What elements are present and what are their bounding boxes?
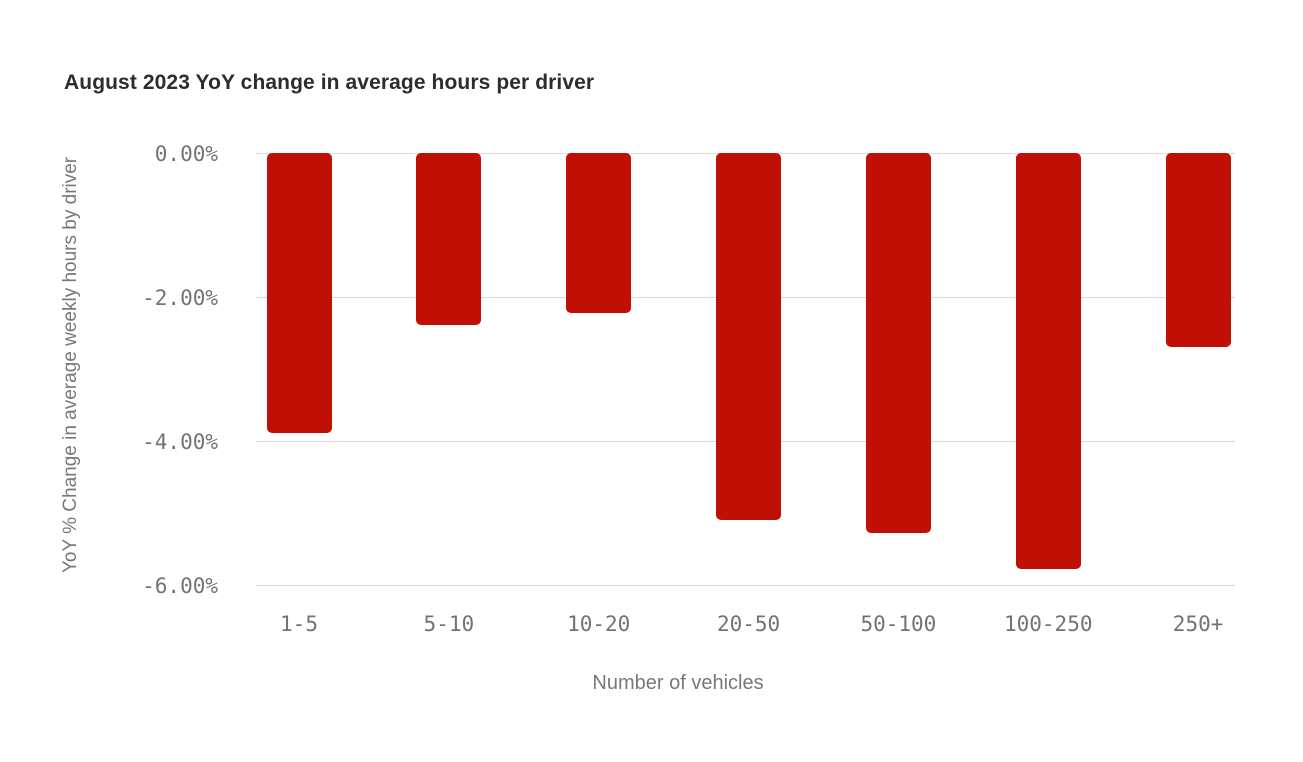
chart-title: August 2023 YoY change in average hours … <box>64 71 595 94</box>
x-axis-title: Number of vehicles <box>592 672 764 694</box>
bar-100-250 <box>1015 152 1081 570</box>
x-axis-tick-label: 100-250 <box>1003 612 1093 636</box>
bar-10-20 <box>566 152 632 314</box>
bar-20-50 <box>716 152 782 520</box>
y-axis-tick-label: -2.00% <box>142 285 218 310</box>
y-axis-tick-label: 0.00% <box>154 141 218 166</box>
bar-50-100 <box>865 152 931 533</box>
bar-1-5 <box>266 152 332 434</box>
y-axis-tick-label: -6.00% <box>142 573 218 598</box>
x-axis-tick-label: 50-100 <box>860 612 937 636</box>
x-axis-tick-label: 5-10 <box>423 612 475 636</box>
bar-250+ <box>1165 152 1231 347</box>
bar-5-10 <box>416 152 482 326</box>
x-axis-tick-label: 20-50 <box>716 612 781 636</box>
x-axis-tick-label: 10-20 <box>567 612 631 636</box>
y-axis-tick-label: -4.00% <box>142 429 218 454</box>
gridline <box>256 584 1235 586</box>
x-axis-tick-label: 1-5 <box>280 612 318 636</box>
x-axis-tick-label: 250+ <box>1172 612 1224 636</box>
